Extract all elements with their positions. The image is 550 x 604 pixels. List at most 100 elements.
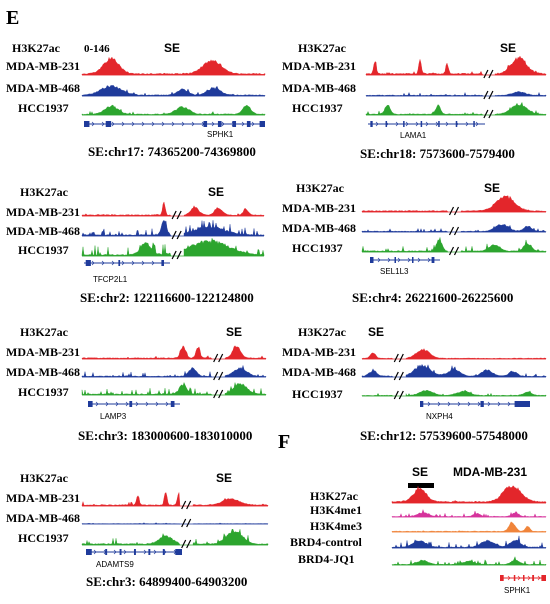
axis-break-mark xyxy=(181,539,187,549)
strand-arrow xyxy=(151,260,155,266)
se-coordinates: SE:chr3: 183000600-183010000 xyxy=(78,428,252,443)
strand-arrow xyxy=(387,257,391,263)
axis-break-mark xyxy=(171,230,177,240)
super-enhancer-label: SE xyxy=(412,465,428,479)
signal-track-brd4-control xyxy=(391,535,547,549)
strand-arrow xyxy=(123,549,127,555)
gene-label: TFCP2L1 xyxy=(93,275,128,284)
exon-block xyxy=(203,121,208,127)
exon-block xyxy=(370,257,374,263)
signal-track-red xyxy=(81,56,266,76)
gene-model xyxy=(88,401,180,407)
track-label-mda-mb-231: MDA-MB-231 xyxy=(6,345,80,359)
axis-break-mark xyxy=(171,250,177,260)
track-label-hcc1937: HCC1937 xyxy=(18,385,69,399)
strand-arrow xyxy=(477,401,481,407)
gene-label: NXPH4 xyxy=(426,412,453,421)
exon-block xyxy=(105,549,108,555)
strand-arrow xyxy=(111,121,115,127)
exon-block xyxy=(403,121,405,127)
track-label-h3k4me3: H3K4me3 xyxy=(310,519,362,533)
gene-model xyxy=(420,401,530,407)
signal-track-green xyxy=(365,101,547,119)
gene-label: SPHK1 xyxy=(504,586,531,595)
track-label-h3k4me1: H3K4me1 xyxy=(310,503,362,517)
signal-area xyxy=(81,522,269,525)
exon-block xyxy=(394,257,396,263)
exon-block xyxy=(88,401,93,407)
strand-arrow xyxy=(91,260,95,266)
exon-block xyxy=(385,121,388,127)
strand-arrow xyxy=(427,401,431,407)
axis-break-mark xyxy=(171,210,177,220)
gene-label: SEL1L3 xyxy=(380,267,409,276)
exon-block xyxy=(480,401,484,407)
exon-block xyxy=(438,121,440,127)
signal-area xyxy=(361,224,547,233)
strand-arrow xyxy=(507,401,511,407)
signal-area xyxy=(391,535,547,549)
strand-arrow xyxy=(405,121,409,127)
strand-arrow xyxy=(135,401,139,407)
panel-lamp3: H3K27ac SE MDA-MB-231 MDA-MB-468 HCC1937… xyxy=(6,325,267,443)
gene-model xyxy=(500,575,546,581)
axis-break-mark xyxy=(176,250,182,260)
signal-track-blue xyxy=(81,84,266,97)
signal-area xyxy=(81,381,267,396)
strand-arrow xyxy=(91,121,95,127)
exon-block xyxy=(84,121,90,127)
axis-break-mark xyxy=(393,371,399,381)
strand-arrow xyxy=(435,121,439,127)
axis-break-mark xyxy=(483,90,489,100)
axis-break-mark xyxy=(398,353,404,363)
strand-arrow xyxy=(517,575,521,581)
super-enhancer-label: SE xyxy=(368,325,384,339)
track-label-brd4-jq1: BRD4-JQ1 xyxy=(298,552,355,566)
track-label-brd4-control: BRD4-control xyxy=(290,535,362,549)
signal-track-blue xyxy=(361,224,547,236)
exon-block xyxy=(129,401,133,407)
signal-area xyxy=(365,101,547,116)
signal-track-red xyxy=(361,195,547,216)
strand-arrow xyxy=(395,121,399,127)
axis-break-mark xyxy=(398,371,404,381)
track-label-hcc1937: HCC1937 xyxy=(18,243,69,257)
track-label-mda-mb-468: MDA-MB-468 xyxy=(6,365,80,379)
exon-block xyxy=(86,549,92,555)
track-label-mda-mb-468: MDA-MB-468 xyxy=(6,81,80,95)
strand-arrow xyxy=(467,401,471,407)
axis-break-mark xyxy=(213,371,219,381)
exon-block xyxy=(119,549,122,555)
super-enhancer-label: SE xyxy=(208,185,224,199)
exon-block xyxy=(500,575,504,581)
axis-break-mark xyxy=(181,518,187,528)
gene-label: ADAMTS9 xyxy=(96,560,134,569)
signal-track-red xyxy=(81,345,267,363)
signal-track-green xyxy=(361,236,547,256)
exon-block xyxy=(170,401,175,407)
signal-track-brd4-jq1 xyxy=(391,556,547,566)
track-label-mda-mb-468: MDA-MB-468 xyxy=(282,221,356,235)
gene-model xyxy=(86,549,182,555)
signal-track-h3k4me3 xyxy=(391,521,547,533)
super-enhancer-label: SE xyxy=(484,181,500,195)
strand-arrow xyxy=(155,401,159,407)
cell-line-label: MDA-MB-231 xyxy=(453,465,527,479)
signal-track-green xyxy=(81,237,265,260)
strand-arrow xyxy=(527,575,531,581)
signal-area xyxy=(365,55,547,76)
strand-arrow xyxy=(407,257,411,263)
axis-break-mark xyxy=(453,246,460,256)
axis-break-mark xyxy=(483,69,489,79)
axis-break-mark xyxy=(213,353,219,363)
super-enhancer-label: SE xyxy=(164,41,180,55)
track-label-mda-mb-468: MDA-MB-468 xyxy=(6,224,80,238)
strand-arrow xyxy=(497,401,501,407)
super-enhancer-label: SE xyxy=(216,471,232,485)
track-label-mda-mb-231: MDA-MB-231 xyxy=(6,205,80,219)
axis-break-mark xyxy=(488,69,494,79)
strand-arrow xyxy=(415,121,419,127)
strand-arrow xyxy=(105,401,109,407)
track-label-hcc1937: HCC1937 xyxy=(292,241,343,255)
exon-block xyxy=(105,121,112,127)
